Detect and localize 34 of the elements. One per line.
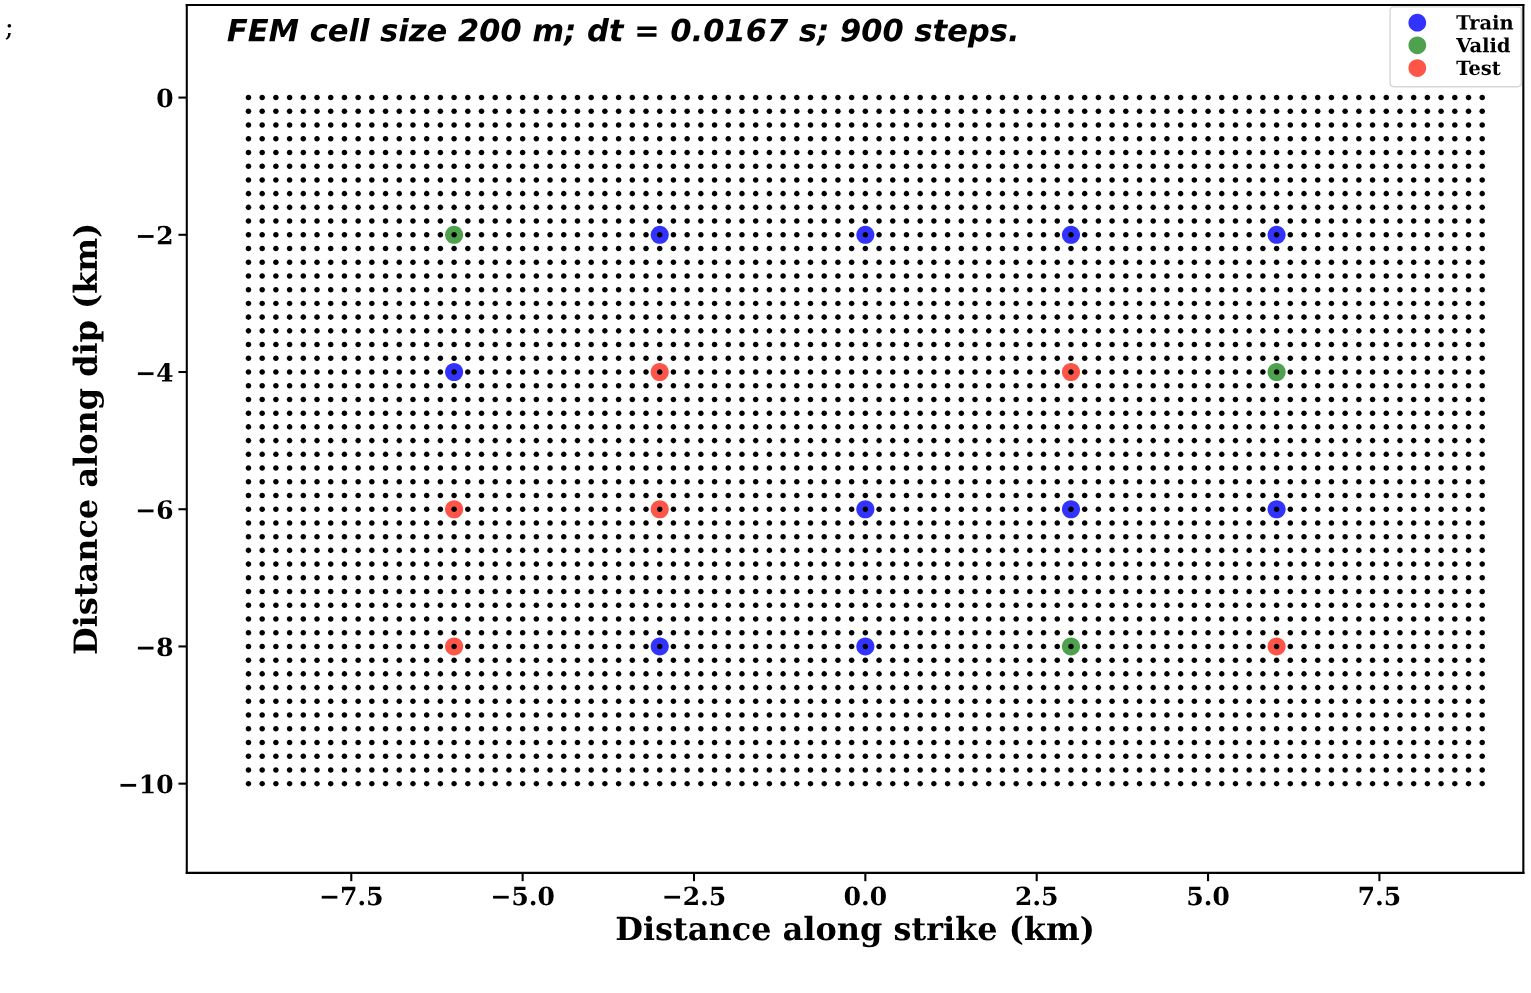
x-tick-label: 5.0 [1188,886,1229,906]
point [445,500,464,519]
x-tick-label: 7.5 [1359,886,1400,906]
x-tick-label: −2.5 [664,886,725,906]
point [445,225,464,244]
x-tick-label: −7.5 [321,886,382,906]
point [1267,500,1286,519]
point [856,225,875,244]
y-tick-label: −2 [137,225,172,245]
x-tick-label: 2.5 [1016,886,1057,906]
y-tick-label: −4 [137,362,173,382]
y-tick-label: −8 [137,637,173,657]
x-tick-label: 0.0 [844,886,886,906]
y-tick-label: −6 [137,500,173,520]
point [856,500,875,519]
point [1267,637,1286,656]
legend-label: Valid [1456,37,1511,53]
legend-label: Test [1456,60,1501,76]
point [650,637,669,656]
point [856,637,875,656]
y-axis-title: Distance along dip (km) [72,225,104,654]
point [1061,500,1081,519]
text: ; [5,23,12,40]
x-tick-label: −5.0 [493,886,554,906]
point [1267,225,1286,244]
point [650,225,669,244]
point [445,637,464,656]
legend-label: Train [1456,14,1514,30]
y-tick-label: 0 [157,88,173,108]
point [1061,225,1081,244]
x-axis-title: Distance along strike (km) [616,915,1092,948]
point [650,500,669,519]
y-tick-label: −10 [120,774,173,794]
chart-title: FEM cell size 200 m; dt = 0.0167 s; 900 steps. [227,17,1016,48]
